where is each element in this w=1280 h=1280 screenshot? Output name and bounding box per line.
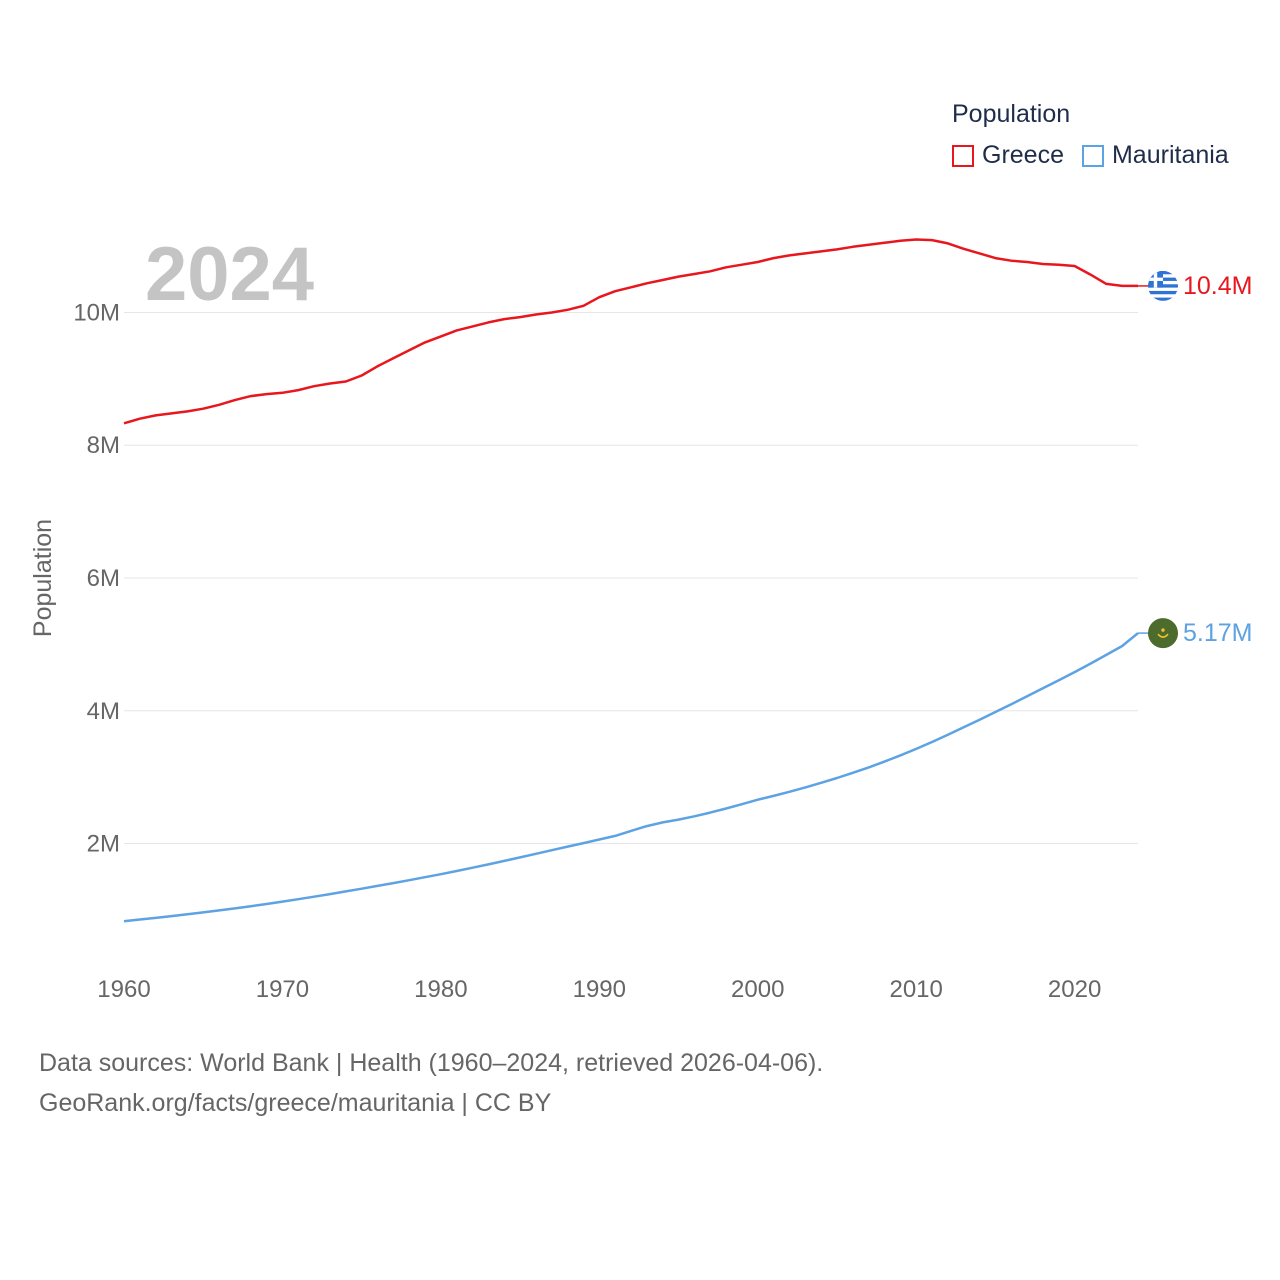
y-tick-label: 4M: [87, 698, 120, 725]
grid-lines: [124, 311, 1138, 845]
mauritania-flag-icon: [1148, 618, 1178, 649]
x-tick-label: 1960: [97, 976, 150, 1003]
legend-swatch-mauritania: [1081, 144, 1104, 167]
series-lines: [123, 238, 1139, 923]
y-axis-title: Population: [29, 519, 57, 637]
end-label-greece: 10.4M: [1183, 272, 1252, 300]
greece-flag-icon: [1148, 270, 1178, 301]
legend: Population Greece Mauritania: [952, 100, 1247, 170]
data-sources: Data sources: World Bank | Health (1960–…: [39, 1049, 824, 1077]
series-end-markers: 10.4M 5.17M: [1138, 270, 1252, 649]
legend-title: Population: [952, 100, 1071, 128]
current-year-label: 2024: [145, 232, 314, 317]
series-line-mauritania[interactable]: [123, 632, 1139, 923]
series-line-greece[interactable]: [123, 238, 1138, 425]
x-tick-label: 1970: [256, 976, 309, 1003]
legend-item-greece[interactable]: Greece: [952, 141, 1064, 170]
x-tick-label: 2020: [1048, 976, 1101, 1003]
source-credit: GeoRank.org/facts/greece/mauritania | CC…: [39, 1089, 552, 1117]
legend-label-mauritania: Mauritania: [1111, 141, 1229, 169]
y-tick-label: 2M: [87, 831, 120, 858]
y-axis-ticks: 2M 4M 6M 8M 10M: [73, 299, 120, 857]
x-tick-label: 2000: [731, 976, 784, 1003]
y-tick-label: 10M: [73, 299, 120, 326]
x-tick-label: 1990: [573, 976, 626, 1003]
y-tick-label: 6M: [87, 565, 120, 592]
legend-label-greece: Greece: [982, 141, 1064, 169]
end-label-mauritania: 5.17M: [1183, 619, 1252, 647]
x-tick-label: 2010: [889, 976, 942, 1003]
footer: Data sources: World Bank | Health (1960–…: [39, 1043, 823, 1123]
legend-item-mauritania[interactable]: Mauritania: [1081, 141, 1229, 170]
legend-swatch-greece: [952, 144, 974, 167]
x-tick-label: 1980: [414, 976, 467, 1003]
x-axis-ticks: 1960 1970 1980 1990 2000 2010 2020: [97, 976, 1101, 1003]
y-tick-label: 8M: [87, 432, 120, 459]
